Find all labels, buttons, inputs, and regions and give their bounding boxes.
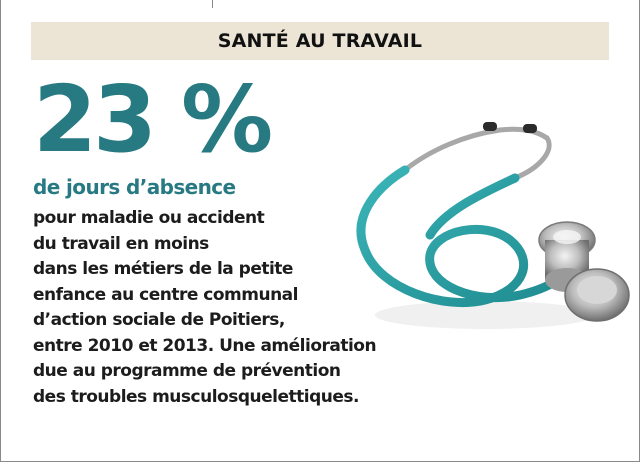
description-line: entre 2010 et 2013. Une amélioration [33,335,377,356]
description-line: des troubles musculosquelettiques. [33,386,359,407]
section-title: SANTÉ AU TRAVAIL [217,30,423,52]
stat-description: pour maladie ou accident du travail en m… [33,206,393,410]
description-line: pour maladie ou accident [33,208,265,228]
description-line: du travail en moins [33,233,209,254]
description-line: due au programme de prévention [33,361,341,381]
stat-label: de jours d’absence [33,175,236,199]
stat-value: 23 % [33,66,273,173]
description-line: dans les métiers de la petite [33,259,293,279]
stethoscope-icon [356,122,630,329]
divider [212,0,213,8]
description-line: enfance au centre communal [33,284,298,305]
description-line: d’action sociale de Poitiers, [33,310,285,330]
section-banner: SANTÉ AU TRAVAIL [31,22,609,60]
